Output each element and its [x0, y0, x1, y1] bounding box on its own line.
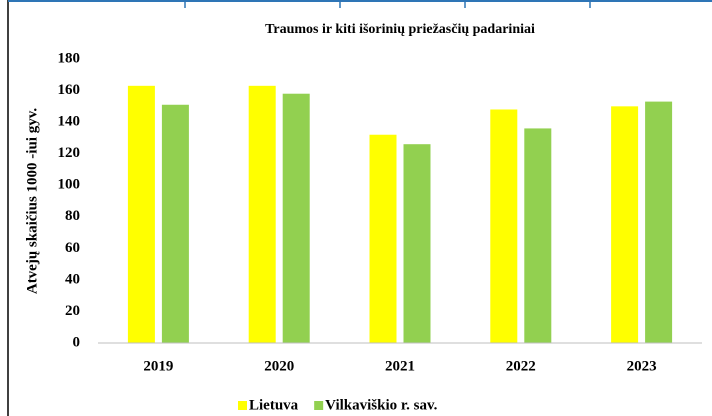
y-tick-label: 80 — [65, 208, 80, 224]
y-tick-label: 20 — [65, 303, 80, 319]
bar — [248, 85, 276, 344]
legend-label: Lietuva — [249, 397, 299, 413]
y-tick-label: 0 — [73, 334, 81, 350]
bar — [282, 93, 310, 343]
y-tick-label: 120 — [58, 145, 81, 161]
y-tick-label: 180 — [58, 50, 81, 66]
legend-swatch — [238, 401, 247, 410]
y-tick-label: 100 — [58, 177, 81, 193]
legend-swatch — [314, 401, 324, 410]
y-tick-label: 60 — [65, 240, 80, 256]
chart-title: Traumos ir kiti išorinių priežasčių pada… — [265, 22, 535, 37]
x-tick-label: 2022 — [506, 358, 536, 374]
bar — [611, 106, 639, 343]
y-tick-label: 160 — [58, 82, 81, 98]
bar — [490, 109, 518, 343]
bar — [403, 144, 431, 343]
legend-label: Vilkaviškio r. sav. — [325, 397, 438, 413]
bar — [645, 101, 673, 343]
x-tick-label: 2021 — [385, 358, 415, 374]
x-tick-label: 2023 — [627, 358, 657, 374]
bar — [161, 104, 189, 343]
x-tick-label: 2020 — [264, 358, 294, 374]
y-tick-label: 40 — [65, 271, 80, 287]
y-axis-label: Atvejų skaičius 1000 -iui gyv. — [24, 108, 40, 295]
bar — [369, 134, 397, 343]
x-tick-label: 2019 — [143, 358, 173, 374]
bar — [524, 128, 552, 343]
bar — [127, 85, 155, 344]
y-tick-label: 140 — [58, 114, 81, 130]
